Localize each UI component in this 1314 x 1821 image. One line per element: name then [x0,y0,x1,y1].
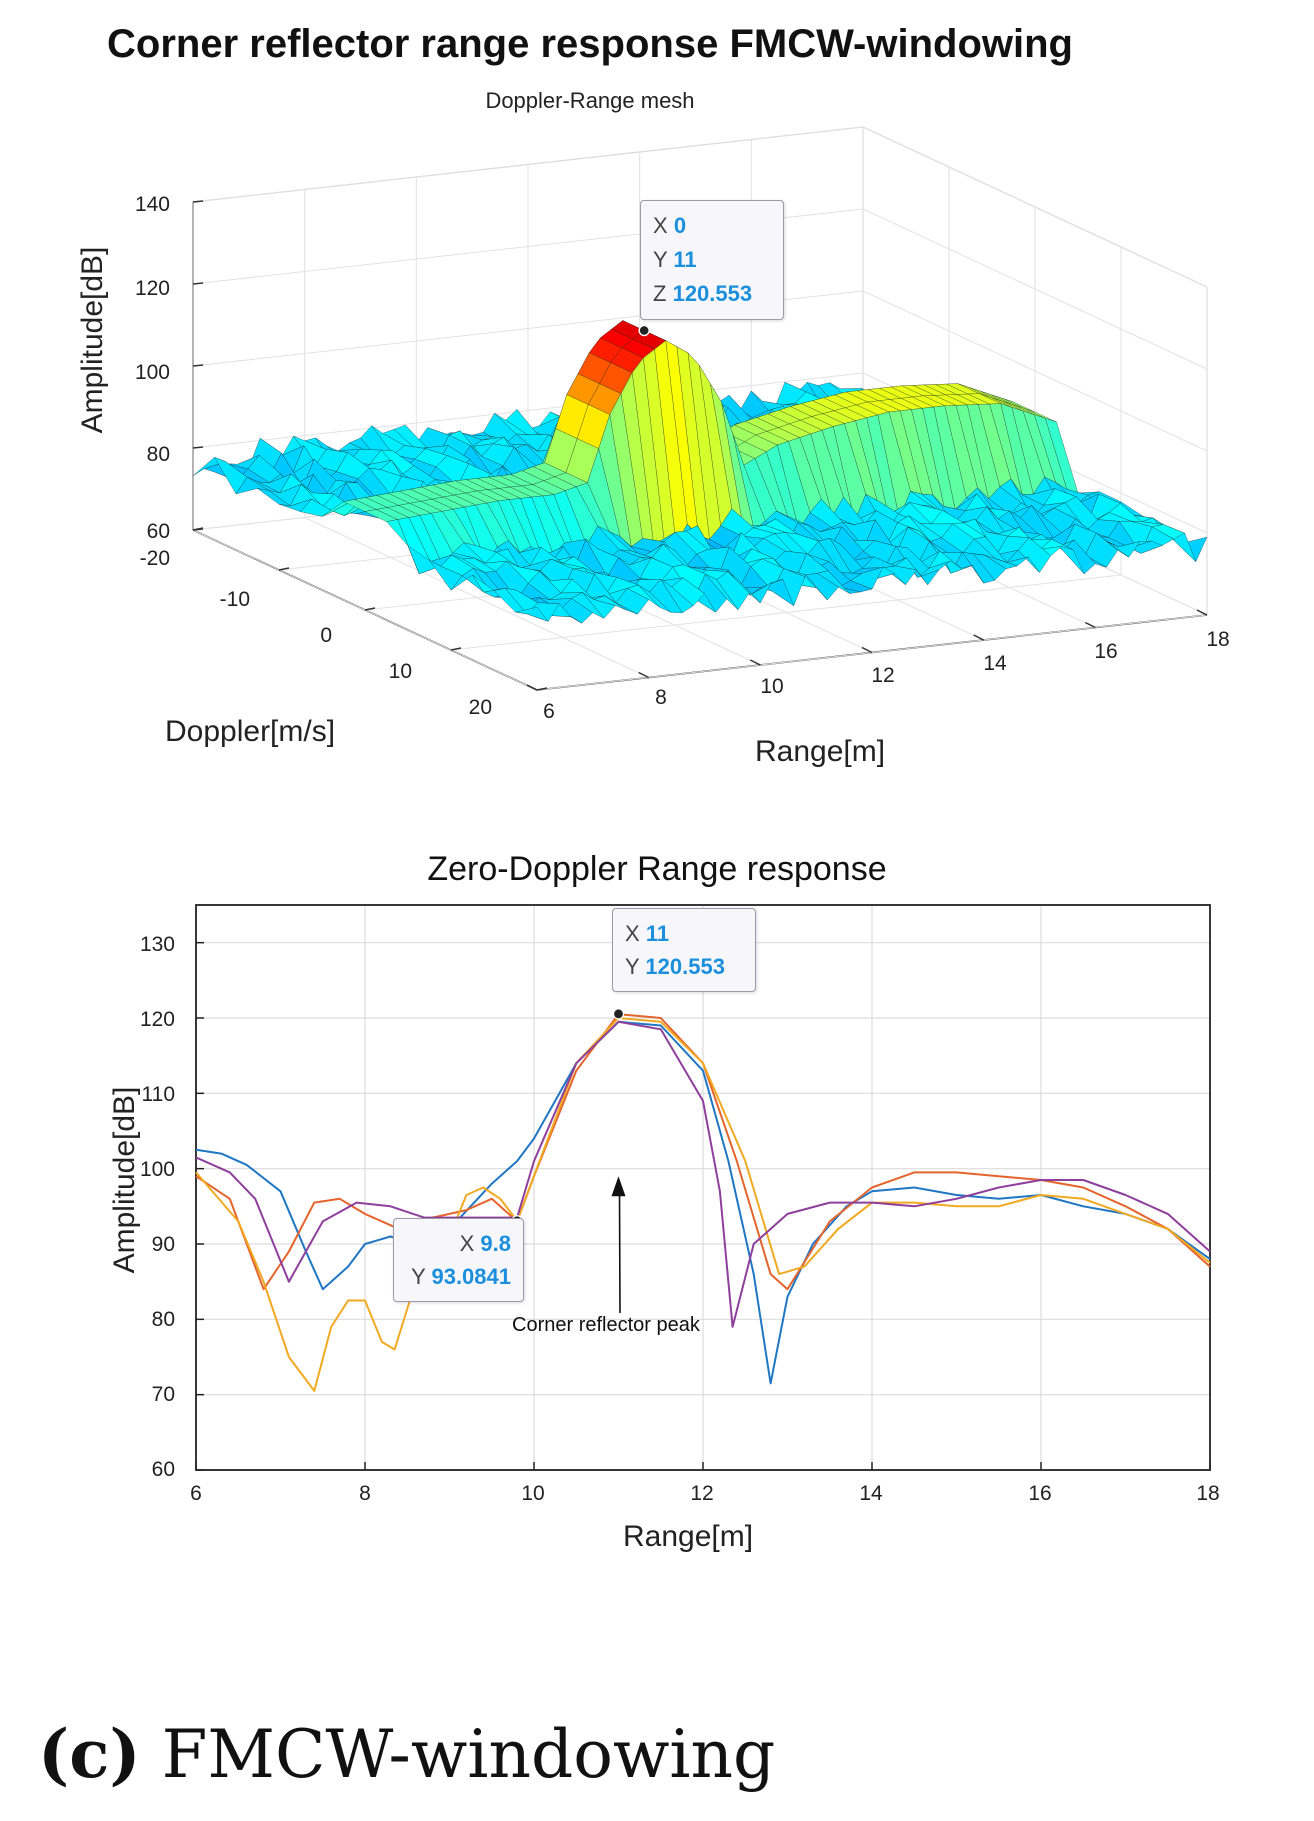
chart-title-3d: Corner reflector range response FMCW-win… [107,22,1073,66]
range-tick-mark [749,659,761,666]
range-tick-label: 14 [983,652,1007,675]
y-tick-label: 130 [139,933,175,956]
datatip-y-value: 120.553 [645,954,725,979]
datatip-x-value: 11 [645,921,670,946]
y-tick-label: 120 [139,1008,175,1031]
datatip-marker-3d [638,324,650,337]
doppler-tick-mark [364,607,376,611]
y-tick-label: 90 [151,1233,175,1256]
datatip-x-value: 9.8 [480,1231,511,1256]
chart-title-2d: Zero-Doppler Range response [427,850,887,888]
range-tick-label: 10 [760,675,784,698]
annotation-arrow-head [611,1176,626,1197]
range-tick-label: 16 [1094,640,1118,663]
caption-label: (c) [38,1715,141,1793]
range-axis-label-3d: Range[m] [755,735,886,768]
range-tick-label: 6 [543,700,555,723]
corner-reflector-annotation: Corner reflector peak [512,1314,700,1336]
range-tick-mark [973,634,985,641]
datatip-y-value: 93.0841 [431,1264,511,1289]
datatip-peak[interactable]: X 11 Y 120.553 [612,908,756,992]
z-tick-label: 60 [146,520,170,543]
series-line [195,1017,1211,1392]
datatip-key: Y [411,1264,426,1289]
gridline-3d [450,574,1122,651]
surface-plot[interactable] [0,0,1314,800]
z-tick-label: 80 [146,443,170,466]
x-tick-label: 6 [190,1482,202,1505]
range-tick-mark [526,684,538,691]
z-tick-label: 140 [134,193,170,216]
annotations-2d [511,1008,626,1314]
x-tick-label: 10 [521,1482,545,1505]
datatip-key: X [625,921,640,946]
z-tick-mark [192,200,204,203]
range-tick-mark [861,646,873,654]
datatip-key: Y [625,954,640,979]
doppler-axis-label: Doppler[m/s] [165,715,336,748]
x-tick-label: 18 [1196,1482,1220,1505]
y-tick-label: 110 [141,1083,175,1106]
datatip-x-value: 0 [673,213,687,238]
chart-subtitle-3d: Doppler-Range mesh [485,88,695,113]
range-tick-label: 12 [871,664,895,687]
caption-text: FMCW-windowing [161,1716,776,1793]
figure-caption: (c) FMCW-windowing [38,1715,775,1793]
range-tick-label: 18 [1206,628,1230,651]
series-lines [195,1013,1211,1392]
datatip-y-value: 11 [673,247,697,272]
datatip-dip[interactable]: X 9.8 Y 93.0841 [393,1218,524,1302]
z-tick-mark [192,364,204,367]
z-tick-label: 100 [134,361,170,384]
range-tick-mark [1196,609,1208,616]
datatip-3d[interactable]: X 0 Y 11 Z 120.553 [640,200,784,320]
z-tick-label: 120 [134,277,170,300]
doppler-tick-label: 0 [320,624,332,647]
doppler-tick-mark [536,687,548,691]
datatip-key: Y [653,247,668,272]
x-axis-label: Range[m] [623,1520,754,1553]
range-tick-label: 8 [655,686,667,709]
series-line [195,1020,1211,1328]
datatip-key: X [459,1231,475,1256]
x-tick-label: 14 [859,1482,883,1505]
y-axis-label: Amplitude[dB] [108,1086,141,1274]
surface-mesh [192,319,1208,624]
datatip-key: Z [653,281,667,306]
z-tick-mark [192,446,204,449]
surface-facet [515,606,549,622]
y-tick-label: 60 [151,1458,175,1481]
doppler-tick-label: -10 [219,588,250,611]
z-axis-label: Amplitude[dB] [76,246,109,434]
doppler-tick-mark [450,647,462,651]
doppler-tick-label: -20 [139,547,170,570]
y-tick-label: 100 [139,1158,175,1181]
annotation-arrow-shaft [618,1194,621,1314]
x-tick-label: 8 [359,1482,371,1505]
ticks-3d [192,200,1208,691]
doppler-tick-label: 20 [468,696,492,719]
x-tick-label: 16 [1028,1482,1052,1505]
x-tick-label: 12 [690,1482,714,1505]
datatip-marker [612,1008,625,1020]
doppler-tick-mark [278,567,290,571]
series-line [195,1013,1211,1291]
series-line [195,1020,1211,1385]
y-tick-label: 80 [151,1308,175,1331]
z-tick-mark [192,282,204,285]
doppler-tick-label: 10 [388,660,412,683]
datatip-key: X [653,213,668,238]
range-tick-mark [638,671,650,679]
doppler-tick-mark [192,527,204,531]
range-tick-mark [1084,621,1096,629]
y-tick-label: 70 [151,1383,175,1406]
datatip-z-value: 120.553 [672,281,753,306]
